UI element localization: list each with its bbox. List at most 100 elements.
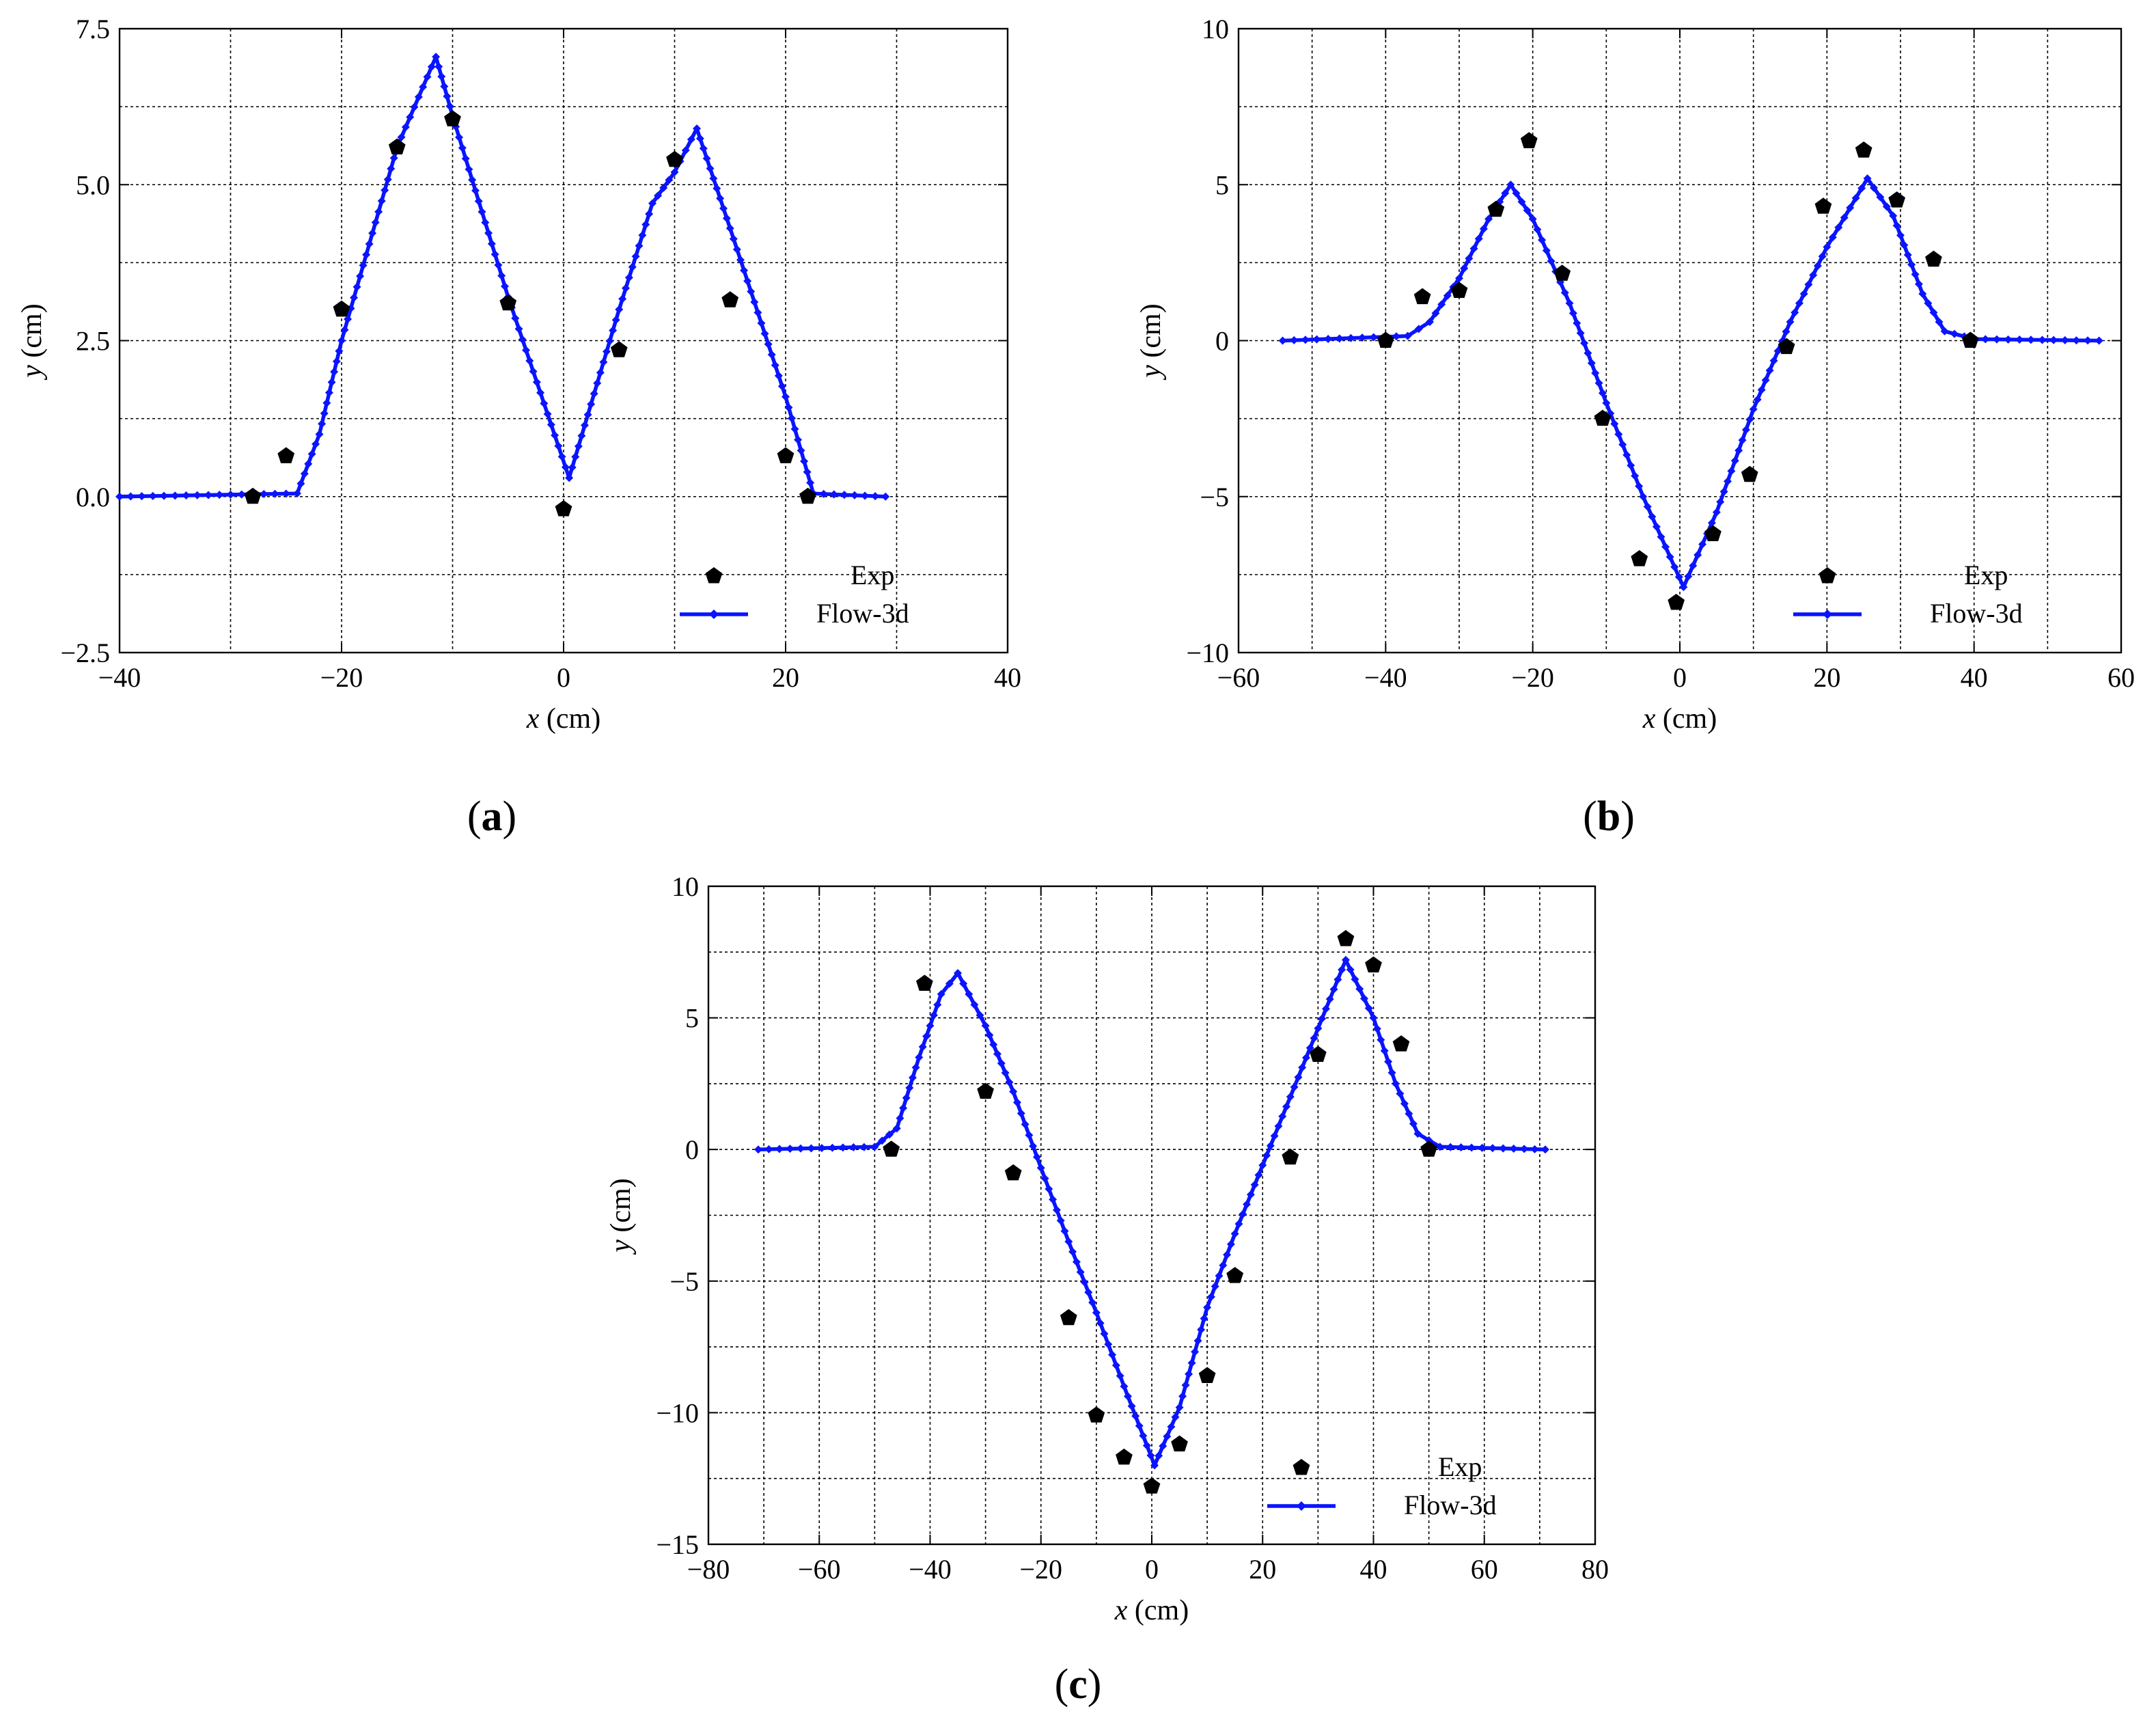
y-tick-label: 0.0 [76, 482, 110, 512]
flow3d-marker [1239, 1209, 1247, 1218]
flow3d-marker [1131, 1412, 1140, 1421]
flow3d-marker [1230, 1229, 1239, 1238]
flow3d-marker [981, 1022, 990, 1030]
flow3d-marker [1828, 233, 1837, 242]
flow3d-marker [993, 1050, 1002, 1058]
flow3d-marker [970, 1000, 979, 1009]
flow3d-marker [1565, 299, 1574, 307]
flow3d-marker [736, 256, 745, 264]
flow3d-marker [740, 266, 749, 275]
flow3d-marker [1163, 1432, 1172, 1441]
flow3d-marker [807, 1144, 816, 1153]
flow3d-marker [565, 474, 574, 482]
panel-letter: a [482, 793, 503, 840]
flow3d-marker [1940, 327, 1949, 336]
flow3d-marker [1409, 1119, 1418, 1128]
exp-point [883, 1140, 900, 1157]
flow3d-marker [1587, 359, 1596, 368]
flow3d-marker [602, 347, 611, 356]
flow3d-marker [702, 154, 711, 163]
flow3d-marker [371, 218, 380, 227]
flow3d-marker [1769, 356, 1778, 365]
flow3d-marker [915, 1053, 924, 1062]
exp-point [244, 487, 262, 504]
flow3d-marker [359, 261, 368, 270]
flow3d-marker [1517, 197, 1526, 206]
flow3d-marker [1290, 1082, 1299, 1091]
flow3d-marker [871, 492, 880, 501]
flow3d-marker [645, 210, 654, 219]
flow3d-marker [307, 450, 316, 459]
flow3d-marker [771, 361, 779, 370]
flow3d-marker [387, 164, 396, 173]
flow3d-marker [1542, 246, 1551, 255]
x-tick-label: 40 [1360, 1554, 1387, 1585]
flow3d-marker [1049, 1195, 1058, 1204]
exp-point [1855, 141, 1872, 158]
flow3d-marker [709, 174, 718, 183]
legend-exp-marker [1819, 567, 1836, 584]
flow3d-marker [1142, 1441, 1151, 1450]
exp-point [277, 447, 295, 463]
legend-flow3d-marker [1297, 1501, 1306, 1511]
flow3d-marker [327, 378, 336, 387]
flow3d-marker [989, 1040, 998, 1049]
flow3d-marker [794, 435, 803, 444]
flow3d-marker [797, 446, 805, 455]
flow3d-marker [878, 1136, 887, 1145]
flow3d-marker [1530, 1145, 1539, 1153]
flow3d-marker [1012, 1098, 1021, 1107]
y-tick-label: 10 [1202, 14, 1229, 44]
flow3d-marker [850, 491, 859, 500]
flow3d-marker [137, 492, 146, 501]
flow3d-marker [414, 92, 423, 101]
flow3d-marker [2015, 336, 2024, 344]
flow3d-marker [525, 357, 534, 366]
flow3d-marker [587, 400, 596, 409]
exp-point [555, 500, 572, 517]
flow3d-marker [1254, 1171, 1263, 1179]
flow3d-marker [1618, 440, 1627, 449]
x-axis-label: x (cm) [1114, 1595, 1189, 1626]
flow3d-marker [937, 989, 945, 998]
exp-point [1741, 465, 1758, 482]
flow3d-marker [1479, 224, 1488, 233]
flow3d-marker [1056, 1216, 1065, 1225]
flow3d-marker [332, 357, 341, 366]
flow3d-marker [1076, 1268, 1085, 1276]
flow3d-marker [1846, 204, 1855, 213]
x-tick-label: −20 [320, 662, 363, 693]
flow3d-marker [1290, 336, 1299, 344]
legend-exp-marker [705, 567, 723, 584]
flow3d-marker [445, 102, 454, 111]
flow3d-marker [892, 1124, 901, 1133]
flow3d-marker [1478, 1143, 1487, 1152]
y-tick-label: −10 [656, 1397, 699, 1428]
panel-c: −80 −60 −40 −20 0 20 40 60 80 −15 −10 −5 0 5 10 Exp Flo… [605, 871, 1609, 1708]
flow3d-marker [455, 133, 464, 141]
flow3d-marker [885, 1130, 894, 1139]
y-axis-unit: (cm) [16, 303, 48, 365]
flow3d-marker [1813, 261, 1822, 270]
y-tick-label: 0 [1215, 326, 1229, 357]
flow3d-marker [511, 314, 520, 323]
flow3d-marker [622, 284, 630, 292]
flow3d-marker [1745, 415, 1754, 424]
legend: Exp Flow-3d [680, 560, 909, 629]
flow3d-marker [800, 457, 809, 466]
flow3d-marker [1446, 1143, 1455, 1151]
flow3d-marker [1738, 436, 1747, 445]
flow3d-marker [2004, 335, 2013, 344]
flow3d-marker [929, 1011, 938, 1020]
flow3d-marker [540, 399, 549, 408]
flow3d-marker [1314, 1024, 1323, 1033]
y-tick-label: 0 [685, 1134, 699, 1165]
flow3d-marker [1892, 221, 1901, 230]
y-axis-unit: (cm) [1135, 303, 1167, 365]
flow3d-marker [481, 218, 490, 227]
flow3d-marker [1351, 975, 1359, 984]
flow3d-marker [605, 337, 614, 346]
exp-point [1226, 1267, 1244, 1283]
flow3d-marker [1270, 1132, 1279, 1140]
flow3d-marker [1298, 1063, 1307, 1072]
